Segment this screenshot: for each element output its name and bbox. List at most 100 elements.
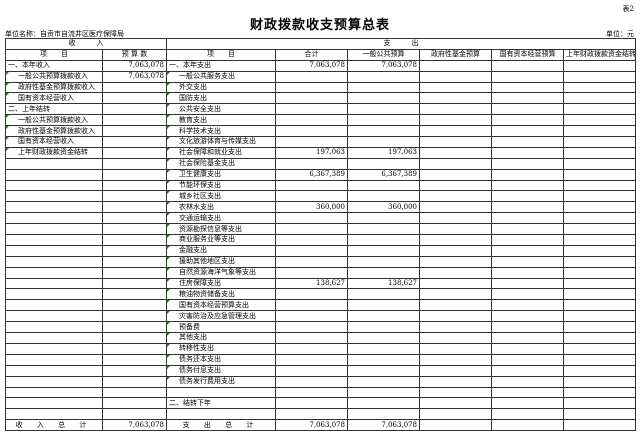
expense-general: 138,627 (347, 277, 420, 290)
currency-unit: 单位：元 (606, 30, 634, 38)
expense-item: 文化旅游体育与传媒支出 (166, 136, 276, 148)
gov-fund-cell (419, 92, 492, 105)
expense-total (275, 212, 348, 225)
expense-general (347, 157, 420, 170)
gov-fund-cell (419, 201, 492, 214)
expense-item: 粮油物资储备支出 (166, 288, 276, 301)
carryover-cell (562, 342, 637, 355)
carryover-cell (562, 310, 637, 323)
carryover-cell (562, 190, 637, 203)
table-row: 粮油物资储备支出 (5, 288, 637, 301)
expense-item (166, 408, 276, 421)
table-row: 政府性基金预算拨款收入 外交支出 (5, 81, 637, 94)
expense-general (347, 386, 420, 399)
carryover-cell (562, 375, 637, 388)
income-item: 上年财政拨款资金结转 (5, 146, 103, 159)
income-item (5, 266, 103, 279)
income-amount (102, 157, 167, 170)
income-item (5, 321, 103, 334)
expense-general (347, 342, 420, 355)
income-amount-header: 预 算 数 (102, 48, 167, 61)
income-item: 国有资本经营收入 (5, 136, 103, 148)
income-amount (102, 179, 167, 192)
income-item (5, 408, 103, 421)
gov-fund-cell (419, 190, 492, 203)
income-amount (102, 332, 167, 344)
state-capital-cell (491, 332, 564, 344)
gov-fund-cell (419, 136, 492, 148)
expense-total (275, 266, 348, 279)
gov-fund-cell (419, 212, 492, 225)
carryover-cell (562, 201, 637, 214)
state-capital-cell (491, 179, 564, 192)
carryover-cell (562, 408, 637, 421)
expense-item: 社会保险基金支出 (166, 157, 276, 170)
expense-total (275, 157, 348, 170)
income-amount (102, 125, 167, 138)
expense-item: 预备费 (166, 321, 276, 334)
empty-cell (491, 419, 564, 432)
expense-total (275, 92, 348, 105)
gov-fund-cell (419, 223, 492, 236)
table-row: 债务还本支出 (5, 353, 637, 366)
expense-item: 二、结转下年 (166, 397, 276, 410)
state-capital-cell (491, 375, 564, 388)
state-capital-cell (491, 353, 564, 366)
income-amount (102, 321, 167, 334)
income-item (5, 168, 103, 181)
income-amount (102, 342, 167, 355)
expense-total (275, 397, 348, 410)
gov-fund-cell (419, 114, 492, 127)
income-amount (102, 364, 167, 377)
gov-fund-cell (419, 408, 492, 421)
gov-fund-cell (419, 179, 492, 192)
expense-total (275, 288, 348, 301)
general-budget-header: 一般公共预算 (347, 48, 420, 61)
expense-total (275, 332, 348, 344)
state-capital-cell (491, 321, 564, 334)
expense-total (275, 179, 348, 192)
table-row: 转移性支出 (5, 342, 637, 355)
income-item: 一、本年收入 (5, 59, 103, 72)
income-amount (102, 201, 167, 214)
income-item (5, 386, 103, 399)
state-capital-cell (491, 310, 564, 323)
gov-fund-cell (419, 103, 492, 116)
totals-row: 收 入 总 计 7,063,078 支 出 总 计 7,063,078 7,06… (5, 419, 637, 432)
expense-item: 教育支出 (166, 114, 276, 127)
income-amount: 7,063,078 (102, 70, 167, 83)
expense-item: 一般公共服务支出 (166, 70, 276, 83)
expense-total (275, 125, 348, 138)
state-capital-cell (491, 190, 564, 203)
state-capital-cell (491, 70, 564, 83)
expense-item: 债务付息支出 (166, 364, 276, 377)
carryover-cell (562, 70, 637, 83)
income-item (5, 234, 103, 246)
table-row: 债务发行费用支出 (5, 375, 637, 388)
expense-general (347, 136, 420, 148)
gov-fund-cell (419, 353, 492, 366)
expense-total (275, 408, 348, 421)
state-capital-cell (491, 266, 564, 279)
gov-fund-cell (419, 277, 492, 290)
expense-total (275, 255, 348, 268)
carryover-cell (562, 244, 637, 257)
table-row: 上年财政拨款资金结转 社会保障和就业支出 197,063 197,063 (5, 146, 637, 159)
table-row: 节能环保支出 (5, 179, 637, 192)
carryover-cell (562, 223, 637, 236)
carryover-cell (562, 397, 637, 410)
income-amount (102, 386, 167, 399)
expense-total (275, 386, 348, 399)
carryover-cell (562, 114, 637, 127)
expense-general: 197,063 (347, 146, 420, 159)
table-row: 援助其他地区支出 (5, 255, 637, 268)
state-capital-cell (491, 364, 564, 377)
carryover-cell (562, 364, 637, 377)
income-item (5, 375, 103, 388)
expense-general (347, 125, 420, 138)
carryover-cell (562, 59, 637, 72)
expense-total: 360,000 (275, 201, 348, 214)
expense-item: 债务发行费用支出 (166, 375, 276, 388)
income-amount (102, 310, 167, 323)
state-capital-cell (491, 277, 564, 290)
